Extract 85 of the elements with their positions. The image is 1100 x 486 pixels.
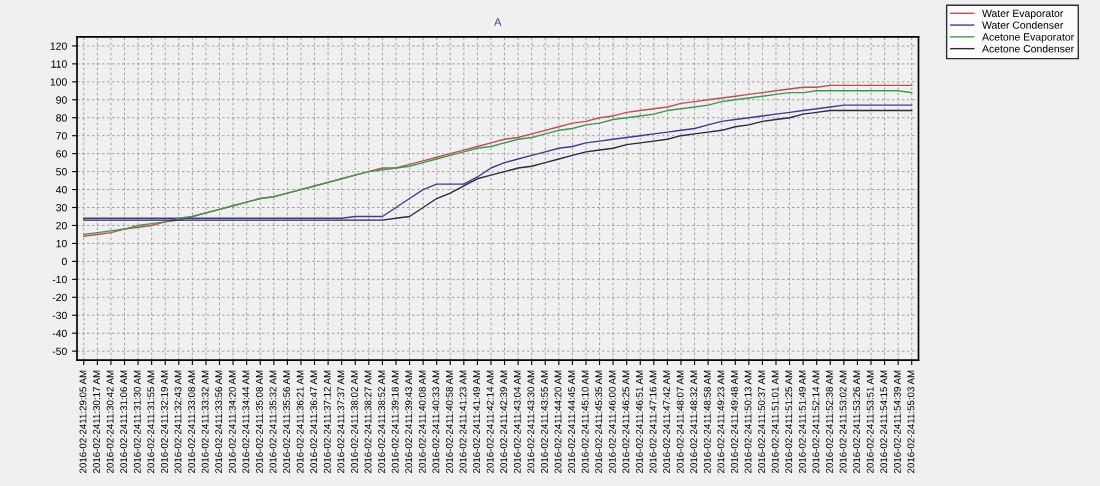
x-tick-label: 2016-02-2411:38:52 AM [378, 370, 385, 473]
x-tick-label: 2016-02-2411:30:17 AM [93, 370, 100, 473]
y-tick-label: 50 [56, 168, 67, 176]
x-tick-label: 2016-02-2411:54:39 AM [893, 370, 901, 473]
x-tick-label: 2016-02-2411:31:30 AM [133, 370, 141, 473]
y-tick-label: -10 [52, 275, 67, 284]
x-tick-label: 2016-02-2411:42:14 AM [486, 370, 494, 473]
x-tick-label: 2016-02-2411:46:51 AM [635, 370, 643, 473]
x-tick-label: 2016-02-2411:41:23 AM [459, 370, 467, 473]
x-tick-label: 2016-02-2411:47:16 AM [649, 370, 657, 473]
x-tick-label: 2016-02-2411:29:05 AM [79, 370, 87, 473]
x-tick-label: 2016-02-2411:51:25 AM [785, 370, 793, 473]
x-tick-label: 2016-02-2411:55:03 AM [907, 370, 915, 473]
x-tick-label: 2016-02-2411:31:06 AM [120, 370, 128, 473]
y-tick-label: -40 [52, 329, 67, 338]
x-tick-label: 2016-02-2411:39:43 AM [405, 370, 413, 473]
x-tick-label: 2016-02-2411:51:01 AM [771, 370, 779, 473]
y-tick-label: 20 [56, 221, 67, 230]
x-tick-label: 2016-02-2411:40:08 AM [418, 370, 426, 473]
x-tick-label: 2016-02-2411:32:19 AM [160, 370, 168, 473]
x-tick-label: 2016-02-2411:46:25 AM [622, 370, 630, 473]
x-tick-label: 2016-02-2411:50:37 AM [758, 370, 766, 473]
x-tick-label: 2016-02-2411:33:08 AM [188, 370, 195, 473]
x-tick-label: 2016-02-2411:47:42 AM [663, 370, 671, 473]
x-tick-label: 2016-02-2411:36:21 AM [296, 370, 304, 473]
x-tick-label: 2016-02-2411:40:58 AM [445, 370, 453, 473]
x-tick-label: 2016-02-2411:40:33 AM [432, 370, 440, 473]
x-tick-label: 2016-02-2411:53:26 AM [853, 370, 861, 473]
x-tick-label: 2016-02-2411:35:32 AM [269, 370, 277, 473]
y-tick-label: 30 [56, 204, 67, 212]
y-tick-label: 90 [56, 96, 67, 104]
legend-label: Water Condenser [982, 21, 1064, 29]
y-tick-label: 10 [56, 239, 67, 248]
x-tick-label: 2016-02-2411:48:58 AM [703, 370, 711, 473]
y-tick-label: -50 [52, 347, 67, 356]
x-tick-label: 2016-02-2411:52:14 AM [812, 370, 820, 473]
x-tick-label: 2016-02-2411:45:10 AM [581, 370, 589, 473]
x-tick-label: 2016-02-2411:53:51 AM [866, 370, 874, 473]
legend-label: Acetone Evaporator [982, 33, 1074, 43]
chart-title: A [494, 18, 502, 26]
y-tick-label: -30 [52, 311, 67, 320]
x-tick-label: 2016-02-2411:37:37 AM [337, 370, 345, 473]
y-tick-label: 0 [61, 257, 67, 266]
x-tick-label: 2016-02-2411:49:48 AM [731, 370, 738, 473]
x-tick-label: 2016-02-2411:31:55 AM [147, 370, 155, 473]
x-tick-label: 2016-02-2411:46:00 AM [608, 370, 616, 473]
x-tick-label: 2016-02-2411:49:23 AM [717, 370, 725, 473]
y-tick-label: 40 [55, 186, 67, 194]
x-tick-label: 2016-02-2411:53:02 AM [839, 370, 847, 473]
x-tick-label: 2016-02-2411:43:55 AM [540, 370, 548, 473]
legend-label: Water Evaporator [982, 9, 1064, 20]
x-tick-label: 2016-02-2411:35:56 AM [283, 370, 290, 473]
x-tick-label: 2016-02-2411:54:15 AM [880, 370, 888, 473]
x-tick-label: 2016-02-2411:43:30 AM [527, 370, 535, 473]
x-tick-label: 2016-02-2411:52:38 AM [826, 370, 833, 473]
x-tick-label: 2016-02-2411:48:07 AM [676, 370, 684, 473]
x-tick-label: 2016-02-2411:34:20 AM [228, 370, 236, 473]
y-tick-label: 120 [50, 42, 67, 50]
x-tick-label: 2016-02-2411:30:42 AM [106, 370, 114, 473]
x-tick-label: 2016-02-2411:42:39 AM [500, 370, 508, 473]
y-tick-label: 110 [51, 60, 67, 68]
y-tick-label: 100 [50, 78, 67, 86]
x-tick-label: 2016-02-2411:38:02 AM [350, 370, 358, 473]
x-tick-label: 2016-02-2411:36:47 AM [310, 370, 318, 473]
y-tick-label: 70 [56, 132, 67, 140]
x-tick-label: 2016-02-2411:51:49 AM [798, 370, 806, 473]
x-tick-label: 2016-02-2411:32:43 AM [174, 370, 182, 473]
x-tick-label: 2016-02-2411:38:27 AM [364, 370, 372, 473]
x-tick-label: 2016-02-2411:44:20 AM [554, 370, 562, 473]
legend-label: Acetone Condenser [982, 44, 1074, 53]
x-tick-label: 2016-02-2411:33:32 AM [201, 370, 209, 473]
x-tick-label: 2016-02-2411:33:56 AM [215, 370, 223, 473]
x-tick-label: 2016-02-2411:39:18 AM [391, 370, 399, 473]
x-tick-label: 2016-02-2411:44:45 AM [568, 370, 576, 473]
y-tick-label: -20 [52, 293, 67, 302]
x-tick-label: 2016-02-2411:48:32 AM [690, 370, 698, 473]
y-tick-label: 60 [56, 150, 67, 158]
y-tick-label: 80 [56, 114, 67, 122]
x-tick-label: 2016-02-2411:41:49 AM [473, 370, 480, 473]
x-tick-label: 2016-02-2411:43:04 AM [513, 370, 521, 473]
x-tick-label: 2016-02-2411:35:08 AM [255, 370, 263, 473]
x-tick-label: 2016-02-2411:45:35 AM [595, 370, 603, 473]
x-tick-label: 2016-02-2411:34:44 AM [242, 370, 250, 473]
x-tick-label: 2016-02-2411:37:12 AM [323, 370, 331, 473]
x-tick-label: 2016-02-2411:50:13 AM [744, 370, 752, 473]
